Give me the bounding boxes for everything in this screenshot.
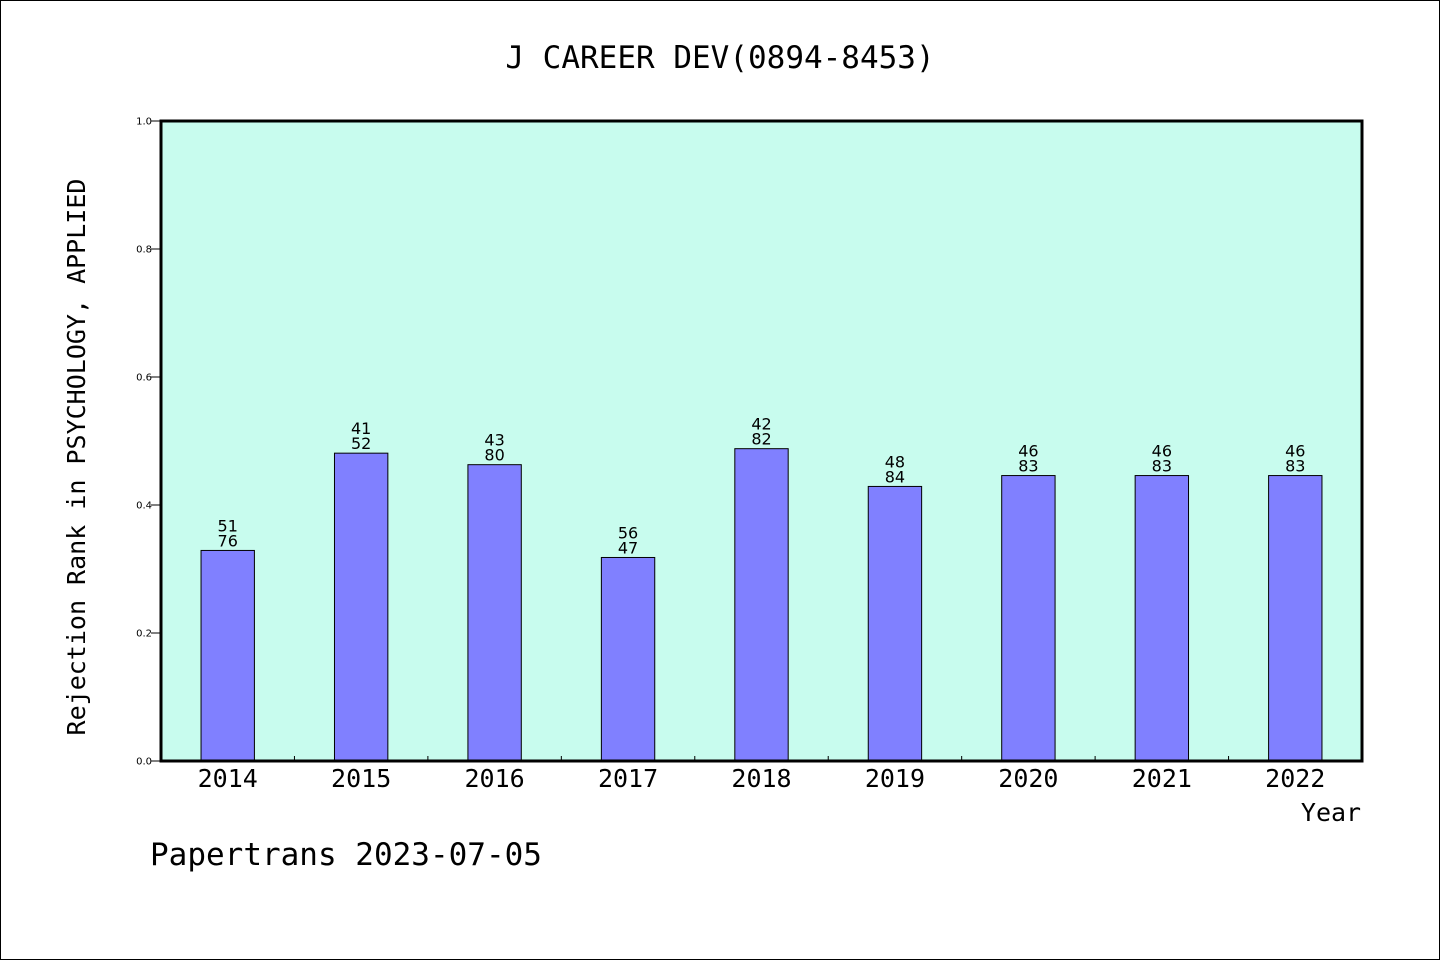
x-tick-label: 2019 <box>865 764 925 793</box>
plot-frame <box>159 119 1364 763</box>
x-axis-label: Year <box>1301 798 1361 827</box>
bar <box>200 549 255 762</box>
bar <box>1268 475 1323 762</box>
y-axis-label: Rejection Rank in PSYCHOLOGY, APPLIED <box>62 179 91 736</box>
bar-data-label: 48 <box>885 452 905 471</box>
bar-data-label: 83 <box>1152 457 1172 476</box>
bar <box>867 485 923 762</box>
bar-data-label: 51 <box>218 516 238 535</box>
y-tick-label: 0.4 <box>136 501 152 512</box>
bar-data-label: 76 <box>218 531 238 550</box>
bar-data-label: 83 <box>1285 457 1305 476</box>
y-tick-label: 0.8 <box>136 245 152 256</box>
chart-title: J CAREER DEV(0894-8453) <box>505 40 934 76</box>
x-tick-label: 2017 <box>598 764 658 793</box>
bar-data-label: 47 <box>618 538 638 557</box>
bar-data-label: 41 <box>351 419 371 438</box>
x-tick-label: 2014 <box>198 764 258 793</box>
x-tick-label: 2018 <box>731 764 791 793</box>
bar <box>1134 475 1190 762</box>
y-tick-label: 0.2 <box>136 629 152 640</box>
bar-data-label: 83 <box>1018 457 1038 476</box>
bar <box>600 556 656 762</box>
y-tick-label: 0.0 <box>136 757 152 768</box>
bar-data-label: 46 <box>1152 442 1172 461</box>
bar-data-label: 46 <box>1018 442 1038 461</box>
y-tick-label: 0.6 <box>136 373 152 384</box>
bar-data-label: 56 <box>618 523 638 542</box>
bar-data-label: 84 <box>885 467 905 486</box>
x-axis: 2014 2015 2016 2017 2018 2019 2020 2021 2022 <box>198 756 1325 793</box>
footer-credit: Papertrans 2023-07-05 <box>150 837 542 873</box>
x-tick-label: 2020 <box>998 764 1058 793</box>
y-tick-label: 1.0 <box>136 117 152 128</box>
bar-data-label: 43 <box>484 431 504 450</box>
bar <box>1001 475 1056 762</box>
bar-data-label: 80 <box>484 446 504 465</box>
bar <box>467 464 522 762</box>
bar-data-label: 42 <box>751 415 771 434</box>
bar-data-label: 82 <box>751 430 771 449</box>
x-tick-label: 2022 <box>1265 764 1325 793</box>
y-axis: 0.0 0.2 0.4 0.6 0.8 1.0 <box>136 117 161 768</box>
x-tick-label: 2016 <box>465 764 525 793</box>
bar <box>333 452 389 762</box>
bar <box>734 448 789 762</box>
bar-data-label: 46 <box>1285 442 1305 461</box>
x-tick-label: 2015 <box>331 764 391 793</box>
x-tick-label: 2021 <box>1132 764 1192 793</box>
bar-data-label: 52 <box>351 434 371 453</box>
